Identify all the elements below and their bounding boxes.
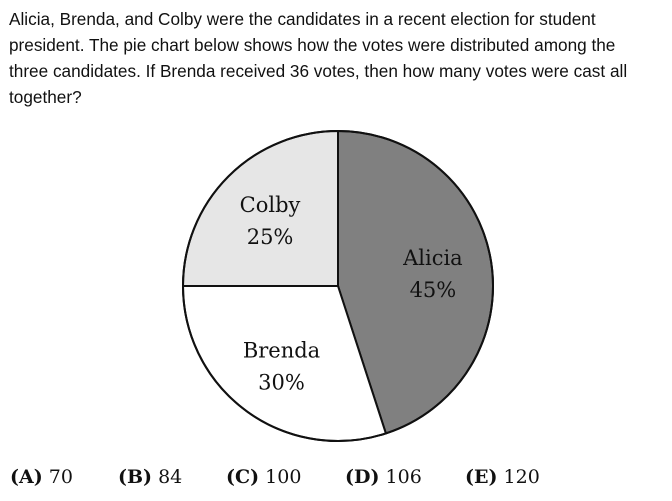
choice-b-letter: (B): [118, 466, 153, 488]
choice-c-letter: (C): [226, 466, 260, 488]
choice-b[interactable]: (B) 84: [118, 466, 182, 488]
pie-chart: Alicia 45% Brenda 30% Colby 25%: [182, 130, 494, 442]
choice-c-value: 100: [265, 466, 302, 488]
slice-name-alicia: Alicia: [402, 246, 463, 270]
choice-c[interactable]: (C) 100: [226, 466, 301, 488]
choice-a-value: 70: [48, 466, 73, 488]
choice-d[interactable]: (D) 106: [345, 466, 422, 488]
slice-percent-brenda: 30%: [258, 371, 305, 395]
slice-name-brenda: Brenda: [243, 339, 320, 363]
choice-a[interactable]: (A) 70: [10, 466, 73, 488]
slice-percent-alicia: 45%: [410, 278, 457, 302]
choice-d-letter: (D): [345, 466, 380, 488]
slice-percent-colby: 25%: [247, 225, 294, 249]
choice-e[interactable]: (E) 120: [465, 466, 540, 488]
choice-a-letter: (A): [10, 466, 43, 488]
choice-b-value: 84: [158, 466, 183, 488]
choice-d-value: 106: [385, 466, 422, 488]
question-text: Alicia, Brenda, and Colby were the candi…: [9, 9, 628, 107]
choice-e-value: 120: [503, 466, 540, 488]
choice-e-letter: (E): [465, 466, 498, 488]
slice-name-colby: Colby: [240, 193, 301, 217]
pie-outline: [182, 130, 494, 442]
